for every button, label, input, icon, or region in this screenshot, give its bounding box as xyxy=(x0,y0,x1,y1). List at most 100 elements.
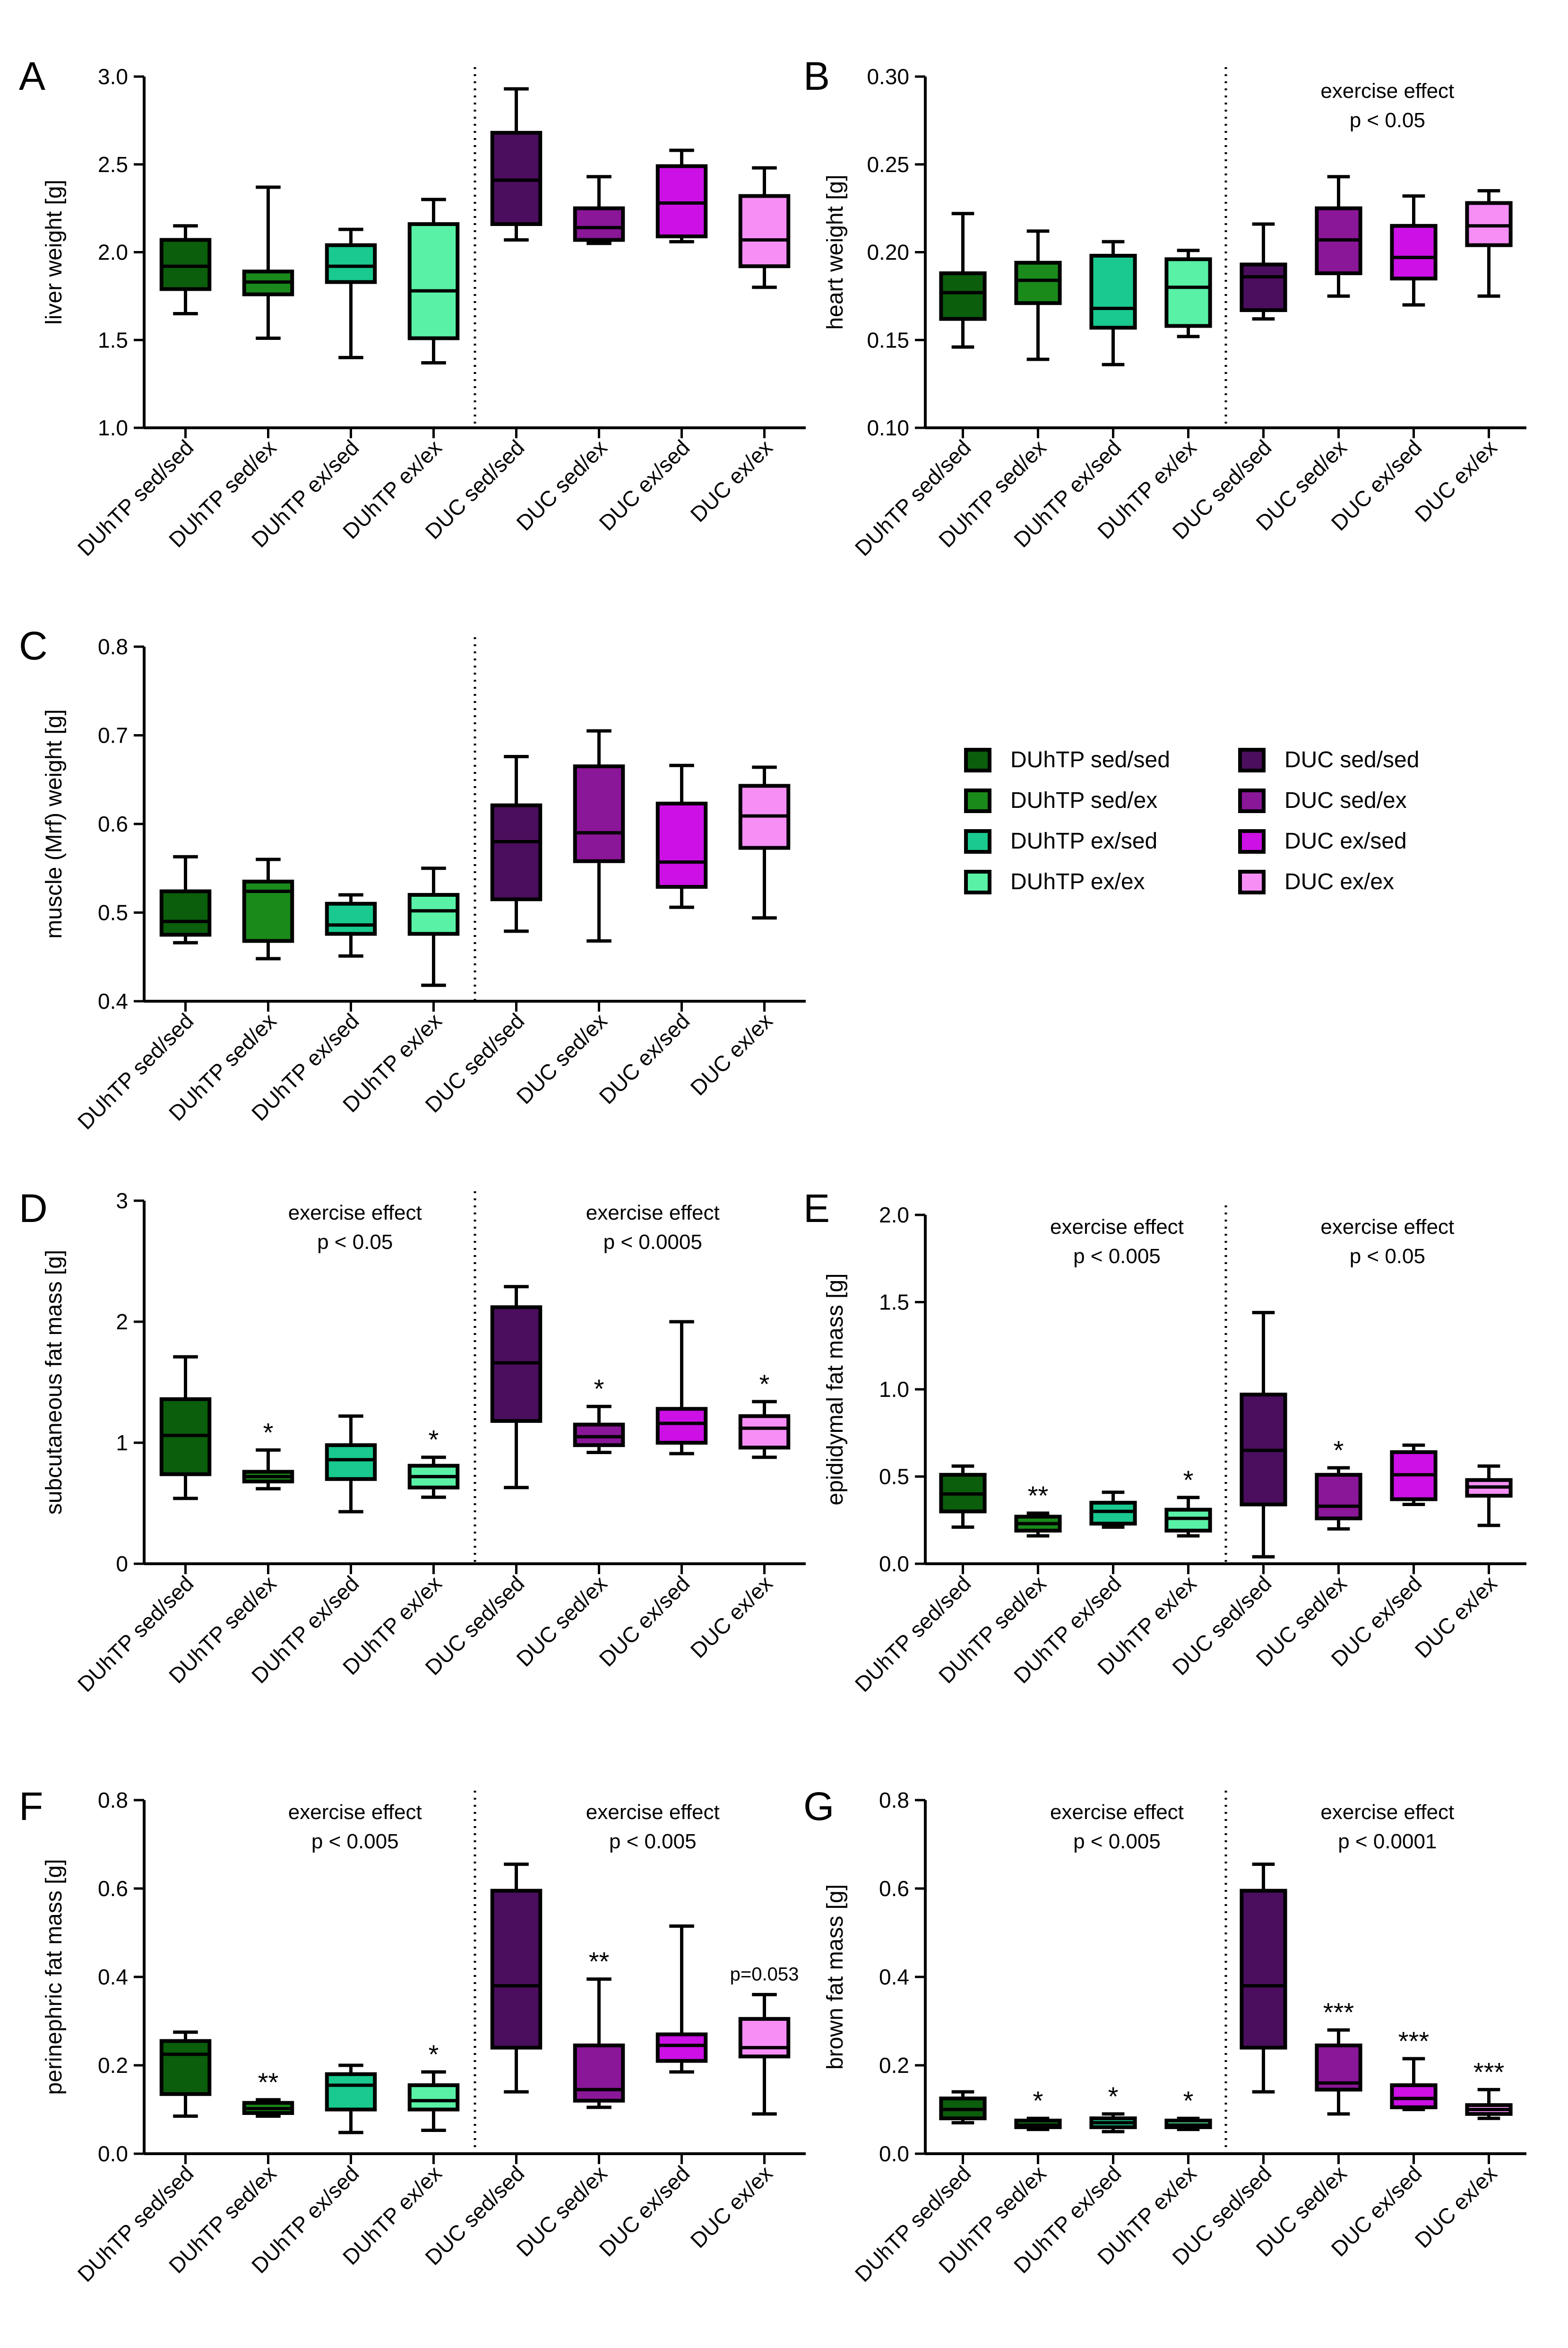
y-tick-label: 1.5 xyxy=(98,328,128,352)
y-axis-label: heart weight [g] xyxy=(823,174,848,329)
y-tick-label: 1.5 xyxy=(879,1290,909,1315)
box xyxy=(1164,1508,1212,1533)
legend-item: DUC sed/sed xyxy=(1238,747,1419,773)
y-axis-label: liver weight [g] xyxy=(42,180,67,325)
y-axis-label: perinephric fat mass [g] xyxy=(42,1859,67,2095)
y-tick-label: 2.0 xyxy=(879,1203,909,1227)
box xyxy=(1240,262,1287,312)
box xyxy=(1164,257,1212,328)
box xyxy=(159,238,212,291)
box xyxy=(159,889,212,937)
legend-swatch xyxy=(964,869,991,894)
legend-swatch xyxy=(1238,788,1266,813)
significance-marker: * xyxy=(759,1369,770,1399)
significance-marker: p=0.053 xyxy=(730,1964,799,1984)
annotation-text: p < 0.05 xyxy=(1350,1245,1425,1268)
panel-letter: A xyxy=(19,54,45,98)
significance-marker: * xyxy=(263,1417,274,1447)
legend-item: DUhTP sed/ex xyxy=(964,788,1157,814)
y-tick-label: 0.30 xyxy=(867,64,909,89)
box xyxy=(1315,1473,1362,1521)
y-tick-label: 1.0 xyxy=(879,1377,909,1402)
significance-marker: * xyxy=(1183,2086,1194,2115)
x-tick-label: DUC ex/ex xyxy=(1410,435,1502,527)
legend-label: DUhTP sed/sed xyxy=(1010,747,1170,772)
panel-letter: C xyxy=(19,624,48,668)
legend: DUhTP sed/sed DUhTP sed/ex DUhTP ex/sed … xyxy=(964,747,1531,908)
box xyxy=(573,764,625,863)
significance-marker: * xyxy=(1108,2081,1119,2111)
annotation-text: exercise effect xyxy=(1320,79,1454,103)
box xyxy=(407,893,460,936)
box xyxy=(655,2032,708,2063)
box xyxy=(490,1889,543,2050)
x-tick-label: DUC ex/ex xyxy=(686,435,777,527)
box xyxy=(325,2072,377,2112)
significance-marker: ** xyxy=(1028,1481,1049,1510)
y-tick-label: 0 xyxy=(116,1551,128,1576)
legend-item: DUhTP ex/ex xyxy=(964,869,1145,895)
y-tick-label: 0.8 xyxy=(98,1788,128,1812)
box xyxy=(939,271,987,321)
x-tick-label: DUC ex/ex xyxy=(686,1571,777,1663)
y-tick-label: 0.8 xyxy=(98,634,128,659)
legend-label: DUC ex/sed xyxy=(1284,829,1407,854)
box xyxy=(1240,1889,1287,2050)
legend-swatch xyxy=(964,788,991,813)
box xyxy=(573,206,625,242)
significance-marker: *** xyxy=(1473,2057,1504,2087)
legend-item: DUhTP sed/sed xyxy=(964,747,1170,773)
annotation-text: p < 0.0001 xyxy=(1338,1830,1437,1853)
box xyxy=(1089,1500,1137,1526)
y-axis-label: brown fat mass [g] xyxy=(823,1884,848,2070)
y-tick-label: 0.2 xyxy=(98,2053,128,2078)
y-tick-label: 0.0 xyxy=(879,2141,909,2166)
y-tick-label: 2.0 xyxy=(98,240,128,265)
y-axis-label: muscle (Mrf) weight [g] xyxy=(42,709,67,938)
legend-label: DUC sed/ex xyxy=(1284,788,1407,813)
legend-label: DUhTP sed/ex xyxy=(1010,788,1158,813)
y-tick-label: 0.4 xyxy=(98,989,128,1014)
panel-letter: D xyxy=(19,1186,48,1230)
y-tick-label: 0.15 xyxy=(867,328,909,352)
legend-item: DUhTP ex/sed xyxy=(964,828,1157,854)
legend-swatch xyxy=(964,747,991,772)
panel-letter: G xyxy=(803,1784,834,1828)
box xyxy=(325,1443,377,1481)
box xyxy=(159,2039,212,2096)
annotation-text: exercise effect xyxy=(586,1201,720,1224)
significance-marker: *** xyxy=(1323,1997,1354,2027)
panel-letter: F xyxy=(19,1784,43,1828)
annotation-text: exercise effect xyxy=(1050,1801,1184,1824)
legend-item: DUC ex/sed xyxy=(1238,828,1407,854)
annotation-text: p < 0.005 xyxy=(1073,1245,1161,1268)
annotation-text: exercise effect xyxy=(1050,1215,1184,1239)
box xyxy=(1390,2083,1438,2109)
box xyxy=(325,901,377,936)
annotation-text: p < 0.005 xyxy=(311,1830,399,1853)
significance-marker: * xyxy=(1183,1465,1194,1495)
y-tick-label: 0.5 xyxy=(879,1464,909,1489)
significance-marker: * xyxy=(1334,1435,1344,1465)
annotation-text: exercise effect xyxy=(1320,1801,1454,1824)
legend-swatch xyxy=(1238,747,1266,772)
box xyxy=(655,1407,708,1445)
y-tick-label: 2.5 xyxy=(98,152,128,177)
legend-swatch xyxy=(964,829,991,854)
box xyxy=(1390,224,1438,281)
annotation-text: p < 0.05 xyxy=(1350,109,1425,132)
significance-marker: ** xyxy=(258,2067,279,2097)
legend-item: DUC sed/ex xyxy=(1238,788,1407,814)
annotation-text: exercise effect xyxy=(586,1801,720,1824)
box xyxy=(407,222,460,340)
significance-marker: ** xyxy=(589,1947,610,1976)
legend-swatch xyxy=(1238,869,1266,894)
box xyxy=(738,194,791,269)
annotation-text: exercise effect xyxy=(1320,1215,1454,1239)
box xyxy=(738,1414,791,1450)
y-axis-label: subcutaneous fat mass [g] xyxy=(42,1250,67,1515)
x-tick-label: DUC ex/ex xyxy=(686,1008,777,1100)
box xyxy=(1089,253,1137,330)
y-tick-label: 0.6 xyxy=(98,1876,128,1901)
